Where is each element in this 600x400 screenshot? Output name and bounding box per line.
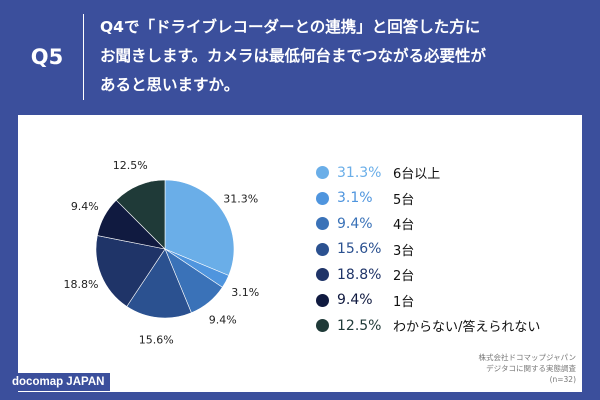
legend-percent: 9.4% <box>337 215 373 232</box>
legend-item-3: 15.6% 3台 <box>316 237 578 263</box>
legend-dot-icon <box>316 268 329 282</box>
pie-slice-6plus <box>164 179 235 276</box>
header-divider <box>83 14 84 100</box>
frame-right <box>582 115 600 400</box>
legend-item-6plus: 31.3% 6台以上 <box>316 160 578 186</box>
legend-label: 6台以上 <box>393 167 441 183</box>
pie-label-4: 9.4% <box>209 313 237 326</box>
legend-label: 3台 <box>393 243 415 259</box>
legend-dot-icon <box>316 242 329 256</box>
frame-bottom <box>0 392 600 400</box>
pie-label-unknown: 12.5% <box>113 159 148 172</box>
pie-label-1: 9.4% <box>71 200 99 213</box>
legend-dot-icon <box>316 319 329 333</box>
pie-label-6plus: 31.3% <box>223 193 258 206</box>
pie-slice-unknown <box>115 179 166 250</box>
question-number: Q5 <box>30 45 64 69</box>
legend-label: 1台 <box>393 294 415 310</box>
legend-dot-icon <box>316 191 329 205</box>
legend-label: わからない/答えられない <box>393 320 541 336</box>
pie-label-2: 18.8% <box>64 278 99 291</box>
legend-percent: 9.4% <box>337 292 373 309</box>
legend-dot-icon <box>316 293 329 307</box>
legend-item-unknown: 12.5% わからない/答えられない <box>316 313 578 339</box>
legend-item-1: 9.4% 1台 <box>316 288 578 314</box>
legend-label: 4台 <box>393 218 415 234</box>
frame-left <box>0 115 18 400</box>
chart-legend: 31.3% 6台以上 3.1% 5台 9.4% 4台 15.6% 3台 18.8% 2台 9.4% 1… <box>316 160 578 339</box>
question-text: Q4で「ドライブレコーダーとの連携」と回答した方に お聞きします。カメラは最低何… <box>100 18 486 94</box>
legend-percent: 3.1% <box>337 190 373 207</box>
pie-slice-2 <box>95 235 166 307</box>
question-header: Q5 Q4で「ドライブレコーダーとの連携」と回答した方に お聞きします。カメラは… <box>0 0 600 115</box>
pie-label-3: 15.6% <box>139 334 174 347</box>
pie-label-5: 3.1% <box>231 286 259 299</box>
legend-dot-icon <box>316 166 329 180</box>
source-note: 株式会社ドコマップジャパン デジタコに関する実態調査 (n=32) <box>478 353 577 384</box>
pie-slice-3 <box>126 248 192 319</box>
legend-dot-icon <box>316 217 329 231</box>
legend-label: 5台 <box>393 192 415 208</box>
brand-logo: docomap JAPAN <box>6 373 111 391</box>
legend-item-2: 18.8% 2台 <box>316 262 578 288</box>
legend-label: 2台 <box>393 269 415 285</box>
legend-percent: 18.8% <box>337 266 382 283</box>
legend-percent: 31.3% <box>337 164 382 181</box>
legend-percent: 15.6% <box>337 241 382 258</box>
legend-item-5: 3.1% 5台 <box>316 186 578 212</box>
legend-item-4: 9.4% 4台 <box>316 211 578 237</box>
legend-percent: 12.5% <box>337 317 382 334</box>
